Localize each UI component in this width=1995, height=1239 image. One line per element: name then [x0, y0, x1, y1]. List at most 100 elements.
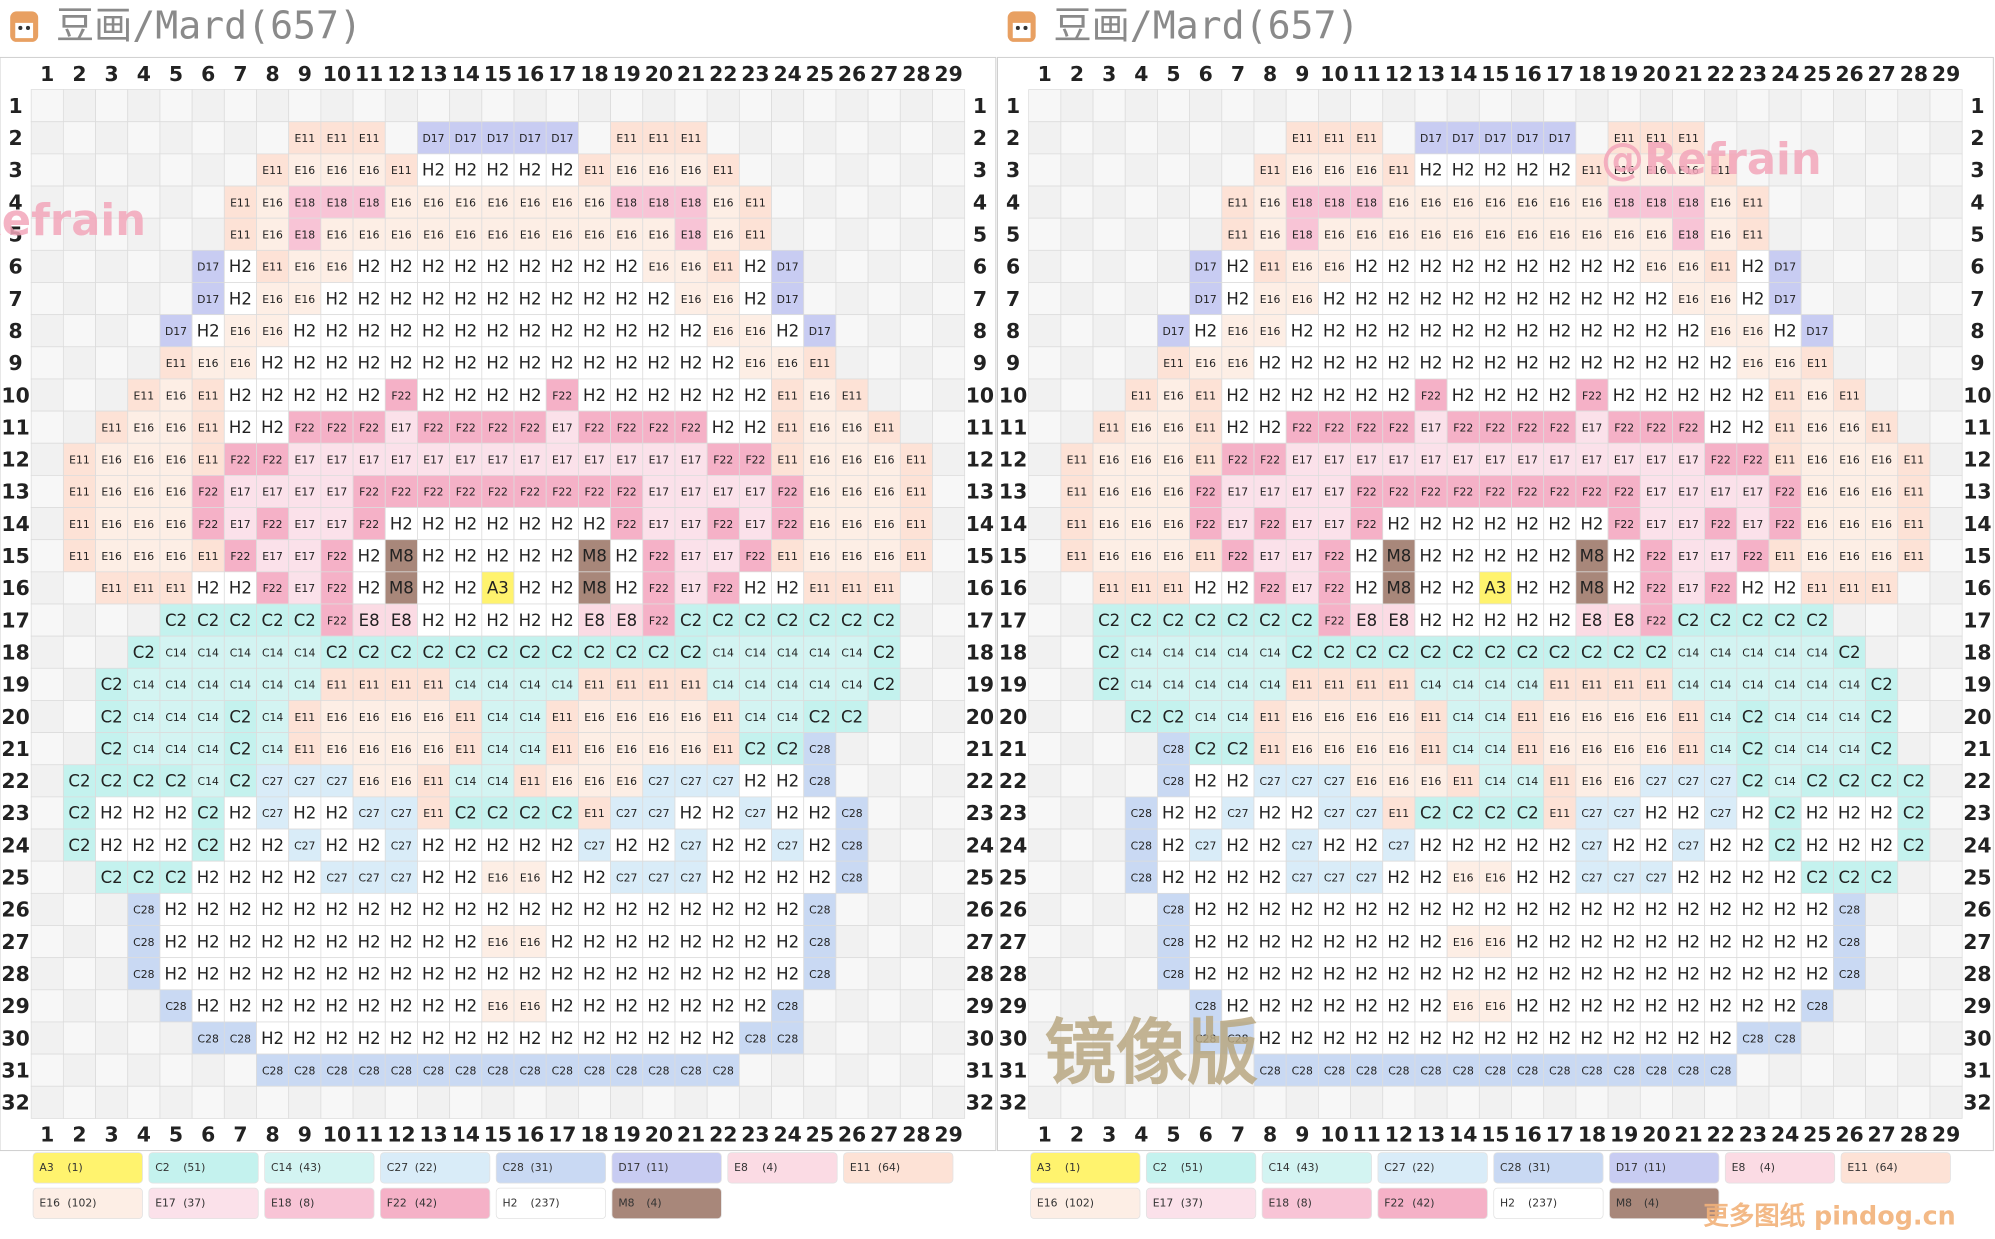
bead-code: H2: [1838, 836, 1861, 855]
bead-cell: [320, 89, 354, 123]
bead-code: C2: [1806, 611, 1828, 630]
bead-code: H2: [454, 354, 477, 373]
bead-cell: [1929, 346, 1963, 380]
bead-code: H2: [165, 900, 188, 919]
bead-cell: [738, 121, 772, 155]
column-number: 1: [40, 62, 54, 86]
bead-code: E16: [1292, 164, 1313, 177]
bead-cell: [835, 507, 869, 541]
bead-cell: [674, 410, 708, 444]
bead-cell: [642, 1085, 676, 1119]
bead-code: E18: [1678, 229, 1699, 242]
bead-cell: [803, 378, 837, 412]
bead-cell: [1543, 1085, 1577, 1119]
bead-cell: [1028, 314, 1062, 348]
bead-code: H2: [551, 932, 574, 951]
bead-cell: [899, 732, 933, 766]
bead-code: E11: [198, 454, 219, 467]
bead-code: H2: [422, 354, 445, 373]
bead-code: H2: [1484, 547, 1507, 566]
bead-code: H2: [1516, 386, 1539, 405]
bead-cell: [30, 957, 64, 991]
bead-code: H2: [132, 836, 155, 855]
bead-cell: [1865, 153, 1899, 187]
bead-code: H2: [744, 900, 767, 919]
bead-code: C2: [1259, 611, 1281, 630]
bead-cell: [1897, 603, 1931, 637]
bead-cell: [706, 410, 740, 444]
bead-code: E18: [1292, 196, 1313, 209]
bead-code: H2: [551, 965, 574, 984]
bead-code: H2: [229, 997, 252, 1016]
bead-code: H2: [422, 611, 445, 630]
bead-cell: [835, 121, 869, 155]
bead-cell: [449, 89, 483, 123]
bead-code: C2: [229, 772, 251, 791]
bead-code: C28: [1324, 1064, 1345, 1077]
bead-cell: [417, 121, 451, 155]
row-number: 26: [1963, 898, 1991, 922]
bead-code: H2: [422, 868, 445, 887]
bead-code: H2: [776, 932, 799, 951]
bead-cell: [95, 410, 129, 444]
bead-cell: [127, 1053, 161, 1087]
row-number: 31: [1, 1058, 29, 1082]
bead-code: H2: [1548, 579, 1571, 598]
bead-code: E11: [1421, 711, 1442, 724]
bead-cell: [30, 603, 64, 637]
bead-code: E11: [166, 357, 187, 370]
row-number: 10: [999, 383, 1027, 407]
bead-code: E11: [810, 582, 831, 595]
bead-cell: [95, 957, 129, 991]
bead-code: E16: [1453, 872, 1474, 885]
bead-code: E11: [1775, 421, 1796, 434]
bead-cell: [803, 89, 837, 123]
bead-code: E11: [842, 582, 863, 595]
bead-code: E18: [294, 196, 315, 209]
bead-code: E16: [1260, 293, 1281, 306]
bead-code: H2: [486, 321, 509, 340]
bead-code: H2: [1420, 997, 1443, 1016]
bead-cell: [1092, 249, 1126, 283]
bead-cell: [738, 378, 772, 412]
bead-cell: [1929, 635, 1963, 669]
bead-code: C2: [1838, 868, 1860, 887]
bead-cell: [1092, 314, 1126, 348]
bead-code: H2: [1806, 965, 1829, 984]
bead-code: H2: [1613, 1029, 1636, 1048]
bead-cell: [610, 121, 644, 155]
bead-cell: [417, 89, 451, 123]
bead-code: H2: [325, 289, 348, 308]
bead-code: C2: [1195, 611, 1217, 630]
bead-code: H2: [422, 547, 445, 566]
bead-code: C2: [101, 675, 123, 694]
bead-code: E16: [1550, 196, 1571, 209]
bead-code: E11: [777, 550, 798, 563]
bead-cell: [1092, 89, 1126, 123]
bead-cell: [1028, 507, 1062, 541]
bead-code: E16: [1292, 261, 1313, 274]
bead-code: H2: [1355, 386, 1378, 405]
bead-cell: [1189, 185, 1223, 219]
column-number: 29: [934, 1123, 962, 1147]
bead-code: H2: [551, 514, 574, 533]
row-number: 32: [1963, 1091, 1991, 1115]
bead-code: C28: [1774, 1032, 1795, 1045]
bead-cell: [449, 442, 483, 476]
bead-code: E11: [1356, 132, 1377, 145]
bead-code: E11: [681, 679, 702, 692]
bead-code: C27: [584, 839, 605, 852]
bead-cell: [513, 89, 547, 123]
row-number: 21: [999, 737, 1027, 761]
bead-code: C2: [1162, 707, 1184, 726]
bead-code: E11: [198, 421, 219, 434]
bead-cell: [95, 89, 129, 123]
bead-code: E16: [1839, 421, 1860, 434]
bead-code: C14: [1774, 646, 1795, 659]
column-number: 7: [1231, 62, 1245, 86]
bead-cell: [932, 89, 966, 123]
legend-code: E18: [1269, 1196, 1290, 1209]
bead-code: F22: [681, 421, 701, 434]
bead-cell: [30, 1053, 64, 1087]
column-number: 10: [323, 1123, 351, 1147]
